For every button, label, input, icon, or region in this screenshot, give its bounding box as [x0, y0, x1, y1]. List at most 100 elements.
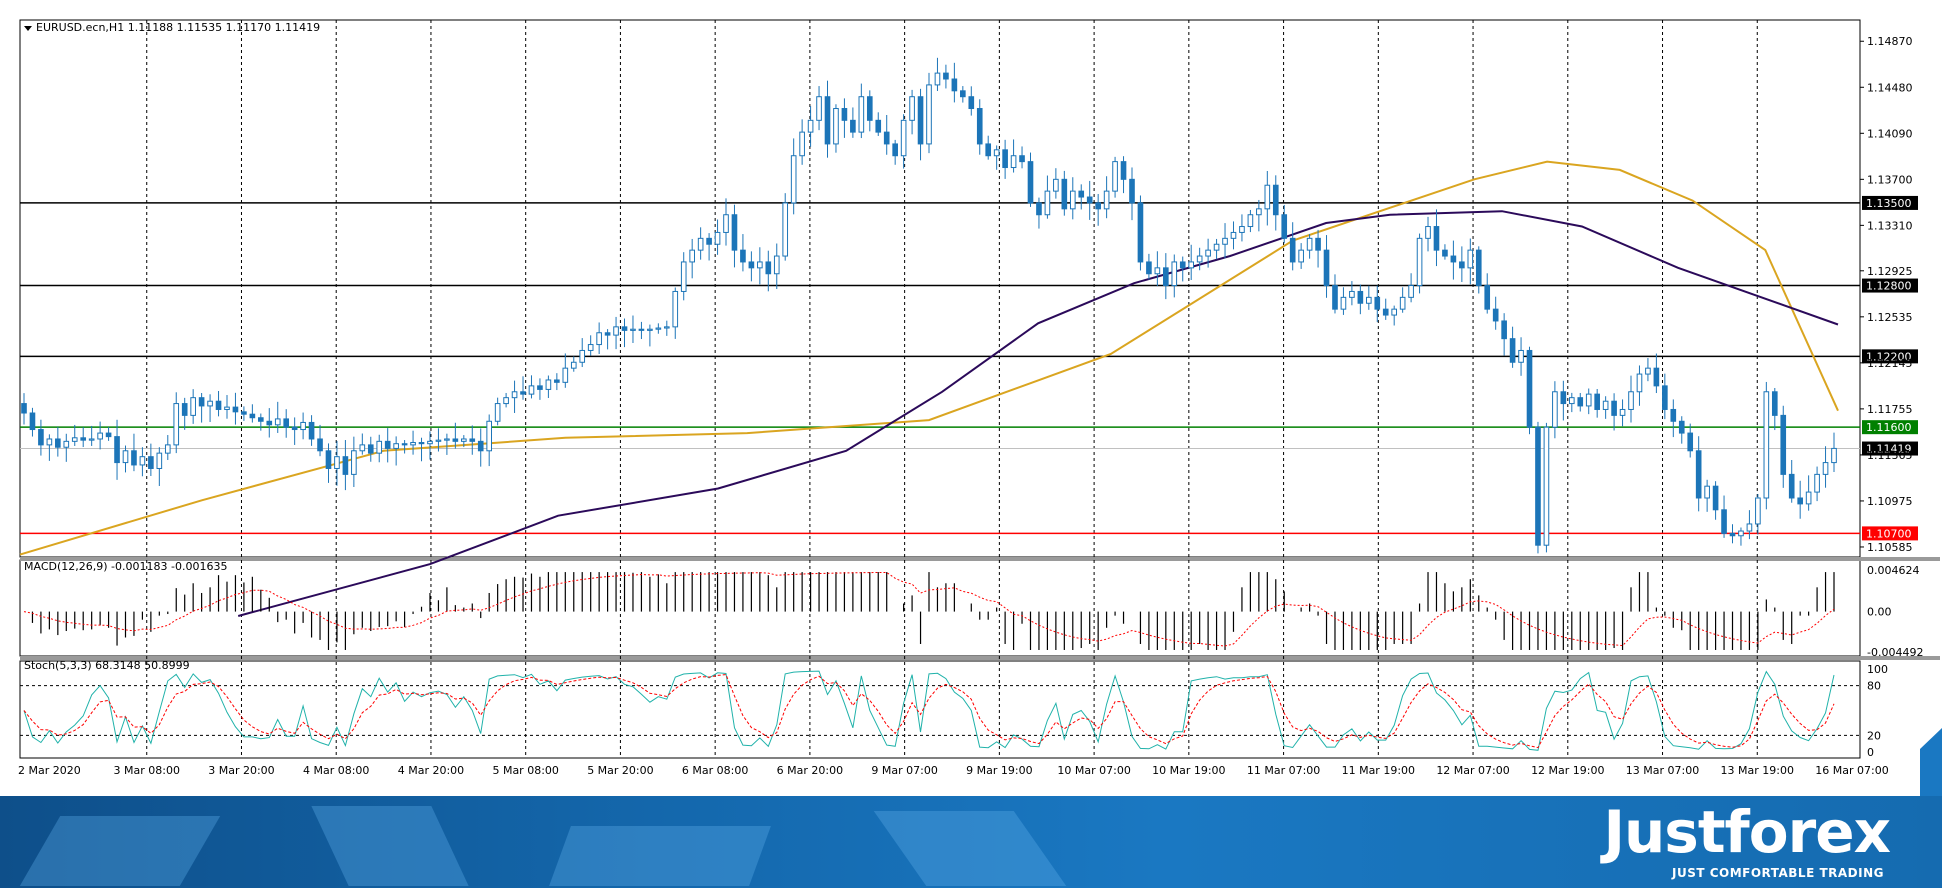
candle-body[interactable]: [1408, 285, 1414, 298]
candle-body[interactable]: [1036, 202, 1042, 216]
candle-body[interactable]: [943, 72, 949, 80]
candle-body[interactable]: [1146, 261, 1152, 275]
candle-body[interactable]: [1467, 249, 1474, 269]
candle-body[interactable]: [1357, 290, 1364, 304]
candle-body[interactable]: [1399, 296, 1406, 310]
candle-body[interactable]: [283, 418, 290, 428]
candle-body[interactable]: [1535, 426, 1541, 546]
candle-body[interactable]: [1712, 485, 1719, 511]
candle-body[interactable]: [1196, 255, 1203, 263]
candle-body[interactable]: [960, 90, 966, 98]
candle-body[interactable]: [435, 439, 442, 442]
candle-body[interactable]: [131, 450, 137, 466]
candle-body[interactable]: [537, 385, 543, 390]
candle-body[interactable]: [1645, 367, 1651, 375]
candle-body[interactable]: [342, 456, 349, 475]
candle-body[interactable]: [274, 418, 281, 426]
candle-body[interactable]: [1475, 249, 1482, 287]
candle-body[interactable]: [29, 412, 36, 431]
candle-body[interactable]: [883, 131, 890, 145]
candle-body[interactable]: [63, 440, 70, 448]
candle-body[interactable]: [1129, 178, 1135, 204]
candle-body[interactable]: [486, 420, 493, 452]
candle-body[interactable]: [359, 444, 366, 452]
candle-body[interactable]: [1120, 161, 1127, 180]
candle-body[interactable]: [892, 143, 898, 157]
candle-body[interactable]: [765, 261, 772, 275]
candle-body[interactable]: [1239, 226, 1245, 233]
candle-body[interactable]: [1560, 391, 1567, 405]
candle-body[interactable]: [1391, 308, 1398, 316]
candle-body[interactable]: [105, 432, 112, 438]
candle-body[interactable]: [1289, 237, 1296, 263]
candle-body[interactable]: [148, 456, 154, 469]
candle-body[interactable]: [1069, 190, 1076, 210]
candle-body[interactable]: [976, 108, 983, 145]
candle-body[interactable]: [731, 214, 738, 251]
panel-separator[interactable]: [20, 557, 1940, 561]
candle-body[interactable]: [334, 456, 340, 469]
candle-body[interactable]: [97, 432, 103, 440]
candle-body[interactable]: [215, 400, 222, 410]
candle-body[interactable]: [1526, 349, 1533, 428]
candle-body[interactable]: [1611, 400, 1617, 416]
candle-body[interactable]: [1678, 420, 1685, 434]
candle-body[interactable]: [596, 332, 602, 346]
candle-body[interactable]: [807, 119, 814, 133]
candle-body[interactable]: [833, 108, 839, 145]
candle-body[interactable]: [520, 391, 526, 395]
candle-body[interactable]: [1492, 308, 1499, 322]
candle-body[interactable]: [376, 440, 383, 454]
candle-body[interactable]: [1179, 261, 1186, 269]
candle-body[interactable]: [1315, 237, 1321, 251]
candle-body[interactable]: [909, 96, 915, 121]
candle-body[interactable]: [114, 436, 120, 464]
candle-body[interactable]: [494, 403, 501, 422]
candle-body[interactable]: [325, 450, 332, 469]
candle-body[interactable]: [1205, 249, 1211, 257]
candle-body[interactable]: [1433, 226, 1440, 251]
candle-body[interactable]: [1306, 237, 1313, 251]
candle-body[interactable]: [1171, 261, 1178, 287]
candle-body[interactable]: [308, 421, 315, 440]
candle-body[interactable]: [714, 231, 721, 245]
candle-body[interactable]: [1729, 532, 1736, 537]
candle-body[interactable]: [554, 379, 560, 383]
candle-body[interactable]: [224, 406, 230, 410]
candle-body[interactable]: [816, 96, 822, 121]
candle-body[interactable]: [401, 443, 408, 446]
candle-body[interactable]: [1459, 261, 1465, 269]
candle-body[interactable]: [579, 349, 586, 363]
candle-body[interactable]: [511, 391, 518, 399]
candle-body[interactable]: [232, 406, 239, 413]
candle-body[interactable]: [1788, 473, 1795, 499]
candle-body[interactable]: [55, 438, 61, 448]
candle-body[interactable]: [621, 326, 628, 331]
candle-body[interactable]: [241, 411, 247, 415]
candlesticks[interactable]: [21, 57, 1837, 554]
candle-body[interactable]: [1095, 202, 1101, 210]
candle-body[interactable]: [1484, 285, 1491, 310]
candle-body[interactable]: [993, 149, 1000, 157]
candle-body[interactable]: [1509, 338, 1516, 363]
candle-body[interactable]: [249, 413, 256, 419]
candle-body[interactable]: [850, 119, 856, 133]
candle-body[interactable]: [1450, 255, 1457, 263]
candle-body[interactable]: [1365, 296, 1372, 304]
candle-body[interactable]: [757, 261, 763, 269]
candle-body[interactable]: [38, 429, 44, 446]
candle-body[interactable]: [1552, 391, 1558, 428]
candle-body[interactable]: [740, 249, 746, 263]
candle-body[interactable]: [181, 403, 188, 416]
candle-body[interactable]: [968, 96, 975, 110]
candle-body[interactable]: [427, 440, 433, 445]
candle-body[interactable]: [1568, 397, 1575, 405]
candle-body[interactable]: [1256, 208, 1262, 216]
candle-body[interactable]: [190, 397, 196, 416]
candle-body[interactable]: [1323, 249, 1330, 287]
candle-body[interactable]: [1628, 391, 1634, 410]
candle-body[interactable]: [1831, 447, 1837, 464]
candle-body[interactable]: [790, 155, 797, 204]
candle-body[interactable]: [291, 426, 298, 431]
candle-body[interactable]: [841, 108, 848, 121]
